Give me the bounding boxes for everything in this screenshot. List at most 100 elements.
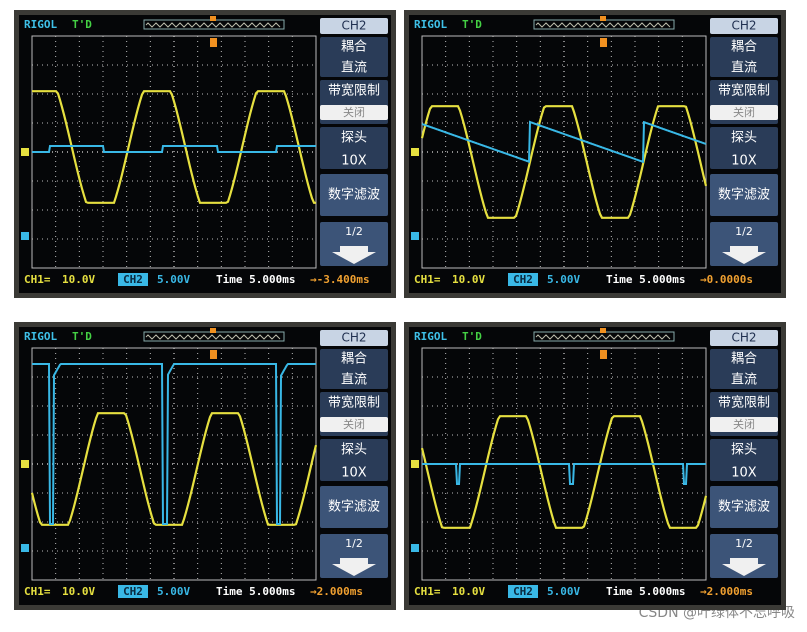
menu-text: 数字滤波 <box>328 500 380 515</box>
status-text: Time 5.000ms <box>216 273 295 286</box>
menu-text: CH2 <box>731 19 756 33</box>
menu-text: 直流 <box>341 373 367 388</box>
page-arrow <box>722 246 766 264</box>
menu-text: 1/2 <box>735 537 753 550</box>
ch2-badge <box>118 273 148 286</box>
menu-box <box>710 37 778 77</box>
ch2-waveform <box>32 145 316 153</box>
menu-text: 数字滤波 <box>718 500 770 515</box>
status-text: 10.0V <box>62 273 95 286</box>
brand: RIGOL <box>24 330 57 343</box>
trigger-position <box>210 350 217 359</box>
status-text: Time 5.000ms <box>606 585 685 598</box>
status-text: 5.00V <box>547 585 580 598</box>
ch2-badge <box>508 585 538 598</box>
menu-text: 关闭 <box>733 417 755 431</box>
status-text: 5.00V <box>547 273 580 286</box>
menu-text: 探头 <box>341 131 367 146</box>
menu-text: 10X <box>731 154 757 169</box>
trigger-position <box>210 38 217 47</box>
ch2-waveform <box>421 120 707 164</box>
status-text: →0.0000s <box>700 273 753 286</box>
trigger-marker <box>210 16 216 21</box>
ch2-badge <box>508 273 538 286</box>
ch2-waveform <box>422 463 706 485</box>
menu-text: 直流 <box>341 61 367 76</box>
menu-box <box>320 349 388 389</box>
menu-text: 10X <box>341 466 367 481</box>
ch1-waveform <box>30 412 318 526</box>
menu-box <box>320 417 388 432</box>
status-text: 5.00V <box>157 273 190 286</box>
menu-box <box>710 330 778 346</box>
menu-text: 耦合 <box>341 352 367 367</box>
menu-box <box>710 486 778 528</box>
page-arrow <box>722 558 766 576</box>
status-text: 10.0V <box>452 273 485 286</box>
menu-box <box>710 534 778 578</box>
menu-box <box>710 222 778 266</box>
status-text: →2.000ms <box>310 585 363 598</box>
ch2-waveform <box>32 363 316 525</box>
menu-box <box>320 330 388 346</box>
trigger-position <box>600 38 607 47</box>
menu-box <box>320 37 388 77</box>
menu-text: 耦合 <box>341 40 367 55</box>
menu-box <box>710 105 778 120</box>
menu-box <box>320 534 388 578</box>
menu-text: 数字滤波 <box>718 188 770 203</box>
ch2-marker <box>21 544 29 552</box>
ch2-marker <box>411 544 419 552</box>
menu-text: 10X <box>731 466 757 481</box>
trigger-status: T'D <box>72 330 92 343</box>
ch1-marker <box>21 460 29 468</box>
status-text: CH2 <box>513 585 533 598</box>
menu-box <box>320 174 388 216</box>
status-text: CH2 <box>123 273 143 286</box>
trigger-marker <box>210 328 216 333</box>
menu-box <box>710 349 778 389</box>
brand: RIGOL <box>24 18 57 31</box>
trigger-position <box>600 350 607 359</box>
memory-wave <box>145 334 281 340</box>
menu-text: 10X <box>341 154 367 169</box>
status-text: →2.000ms <box>700 585 753 598</box>
menu-text: 耦合 <box>731 352 757 367</box>
menu-box <box>320 105 388 120</box>
status-text: CH2 <box>123 585 143 598</box>
menu-text: 1/2 <box>345 537 363 550</box>
trigger-status: T'D <box>462 18 482 31</box>
ch2-marker <box>411 232 419 240</box>
brand: RIGOL <box>414 330 447 343</box>
menu-text: 耦合 <box>731 40 757 55</box>
menu-box <box>320 127 388 169</box>
status-text: CH1= <box>24 585 51 598</box>
status-text: CH2 <box>513 273 533 286</box>
menu-text: CH2 <box>341 331 366 345</box>
menu-box <box>710 417 778 432</box>
status-text: 5.00V <box>157 585 190 598</box>
menu-text: 探头 <box>731 131 757 146</box>
ch1-marker <box>21 148 29 156</box>
ch1-waveform <box>420 105 708 219</box>
page-arrow <box>332 558 376 576</box>
status-text: CH1= <box>414 585 441 598</box>
menu-box <box>710 439 778 481</box>
menu-text: 带宽限制 <box>718 83 770 99</box>
menu-text: 直流 <box>731 61 757 76</box>
trigger-marker <box>600 328 606 333</box>
trigger-marker <box>600 16 606 21</box>
menu-text: 探头 <box>341 443 367 458</box>
menu-box <box>710 18 778 34</box>
ch1-waveform <box>420 415 708 529</box>
menu-text: 1/2 <box>735 225 753 238</box>
menu-box <box>320 222 388 266</box>
status-text: 10.0V <box>62 585 95 598</box>
ch1-waveform <box>32 90 316 204</box>
menu-text: 直流 <box>731 373 757 388</box>
menu-text: 带宽限制 <box>328 83 380 99</box>
status-text: CH1= <box>414 273 441 286</box>
